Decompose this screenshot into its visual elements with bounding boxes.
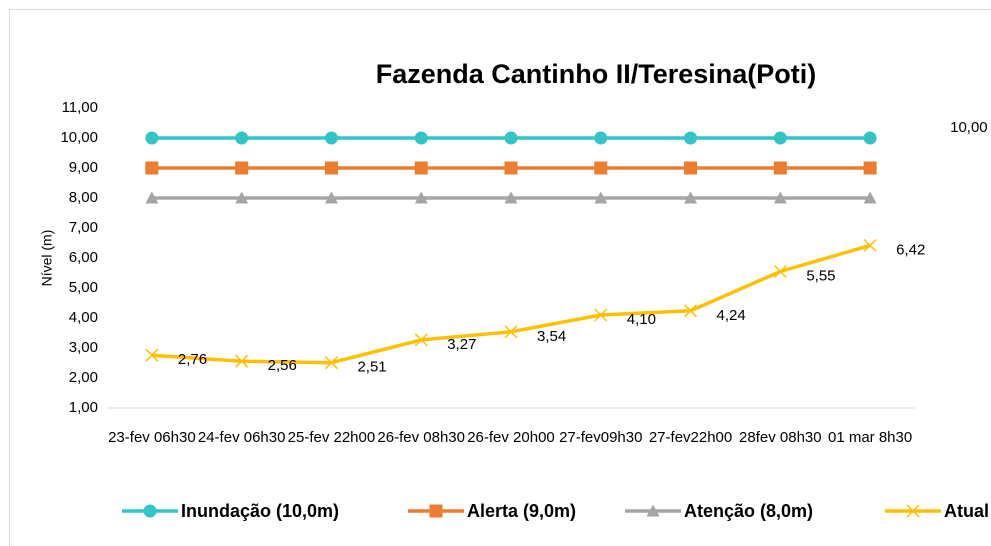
marker	[143, 504, 157, 518]
series-line	[151, 243, 871, 365]
x-tick-label: 26-fev 20h00	[467, 429, 555, 446]
marker	[594, 191, 608, 204]
x-tick-label: 25-fev 22h00	[288, 429, 376, 446]
data-label: 2,51	[357, 359, 386, 376]
marker	[594, 161, 608, 175]
marker	[773, 264, 787, 279]
marker	[504, 161, 518, 175]
chart-title: Fazenda Cantinho II/Teresina(Poti)	[376, 59, 817, 89]
marker	[684, 161, 698, 175]
marker	[235, 131, 249, 145]
x-tick-label: 27-fev22h00	[649, 429, 732, 446]
legend-label: Atual	[944, 501, 989, 521]
marker	[773, 191, 787, 204]
marker	[773, 161, 787, 175]
data-label: 6,42	[896, 241, 925, 258]
marker	[414, 191, 428, 204]
y-tick-label: 11,00	[62, 99, 98, 116]
data-label: 3,54	[537, 328, 566, 345]
x-tick-label: 23-fev 06h30	[108, 429, 196, 446]
marker	[324, 131, 338, 145]
data-label: 2,56	[268, 357, 297, 374]
data-label: 4,10	[627, 311, 656, 328]
marker	[324, 161, 338, 175]
marker	[145, 161, 159, 175]
marker	[863, 161, 877, 175]
marker	[429, 504, 443, 518]
data-label: 4,24	[717, 307, 746, 324]
marker	[324, 356, 338, 370]
y-tick-label: 10,00	[60, 129, 98, 146]
y-axis-label: Nível (m)	[39, 230, 55, 287]
chart-frame	[9, 9, 991, 546]
marker	[684, 191, 698, 204]
x-tick-label: 27-fev09h30	[559, 429, 642, 446]
y-tick-label: 2,00	[69, 369, 98, 386]
marker	[324, 191, 338, 204]
marker	[646, 504, 660, 517]
legend-label: Atenção (8,0m)	[684, 501, 813, 521]
marker	[145, 191, 159, 204]
legend-label: Alerta (9,0m)	[467, 501, 576, 521]
data-label: 2,76	[178, 351, 207, 368]
marker	[145, 348, 159, 362]
marker	[414, 161, 428, 175]
y-tick-label: 7,00	[69, 219, 98, 236]
marker	[684, 131, 698, 145]
x-tick-label: 26-fev 08h30	[377, 429, 465, 446]
marker	[145, 131, 159, 145]
data-label: 3,27	[447, 336, 476, 353]
marker	[773, 131, 787, 145]
y-tick-label: 6,00	[69, 249, 98, 266]
x-tick-label: 24-fev 06h30	[198, 429, 286, 446]
marker	[594, 131, 608, 145]
marker	[235, 161, 249, 175]
x-tick-label: 01 mar 8h30	[828, 429, 912, 446]
marker	[863, 131, 877, 145]
marker	[594, 308, 608, 322]
marker	[235, 354, 249, 368]
marker	[684, 304, 698, 318]
marker	[504, 131, 518, 145]
marker	[235, 191, 249, 204]
data-label: 5,55	[806, 267, 835, 284]
marker	[504, 325, 518, 339]
y-tick-label: 1,00	[69, 399, 98, 416]
legend-label: Inundação (10,0m)	[181, 501, 339, 521]
x-tick-label: 28fev 08h30	[739, 429, 822, 446]
marker	[863, 191, 877, 204]
marker	[414, 333, 428, 347]
y-tick-label: 5,00	[69, 279, 98, 296]
y-tick-label: 3,00	[69, 339, 98, 356]
marker	[863, 238, 877, 252]
data-label: 10,00	[950, 119, 988, 136]
marker	[906, 504, 920, 518]
marker	[414, 131, 428, 145]
y-tick-label: 4,00	[69, 309, 98, 326]
y-tick-label: 9,00	[69, 159, 98, 176]
marker	[504, 191, 518, 204]
y-tick-label: 8,00	[69, 189, 98, 206]
